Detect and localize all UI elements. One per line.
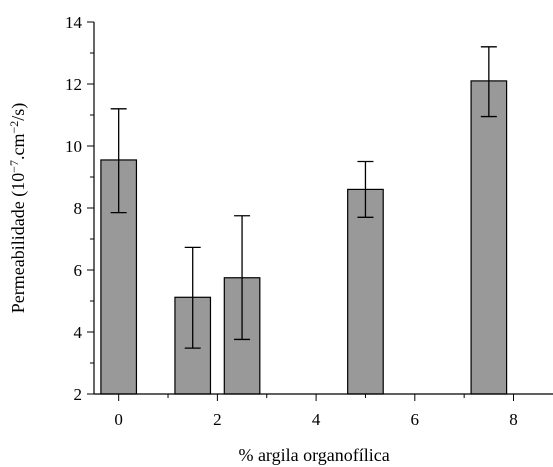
y-axis-title-exponent-1: −7 <box>7 160 21 173</box>
y-tick-label: 2 <box>74 385 83 404</box>
ticks-layer: 2 4 6 8 10 12 14 0 2 4 6 8 <box>65 13 518 429</box>
y-axis-title-mid: .cm <box>8 134 28 161</box>
y-tick-label: 4 <box>74 323 83 342</box>
bar <box>347 188 384 395</box>
y-tick-label: 10 <box>65 137 82 156</box>
bar <box>470 80 508 395</box>
y-tick-label: 6 <box>74 261 83 280</box>
bars-layer <box>100 46 508 395</box>
y-axis-title-exponent-2: −2 <box>7 121 21 134</box>
y-tick-label: 12 <box>65 75 82 94</box>
x-tick-label: 6 <box>411 410 420 429</box>
y-axis-title-end: /s) <box>8 103 29 121</box>
y-tick-label: 8 <box>74 199 83 218</box>
y-axis-title: Permeabilidade (10−7.cm−2/s) <box>7 103 29 314</box>
x-tick-label: 8 <box>509 410 518 429</box>
x-tick-label: 0 <box>114 410 123 429</box>
y-tick-label: 14 <box>65 13 83 32</box>
x-tick-label: 2 <box>213 410 222 429</box>
x-axis-title: % argila organofílica <box>238 445 389 465</box>
y-axis-title-main: Permeabilidade (10 <box>8 173 29 313</box>
x-tick-label: 4 <box>312 410 321 429</box>
